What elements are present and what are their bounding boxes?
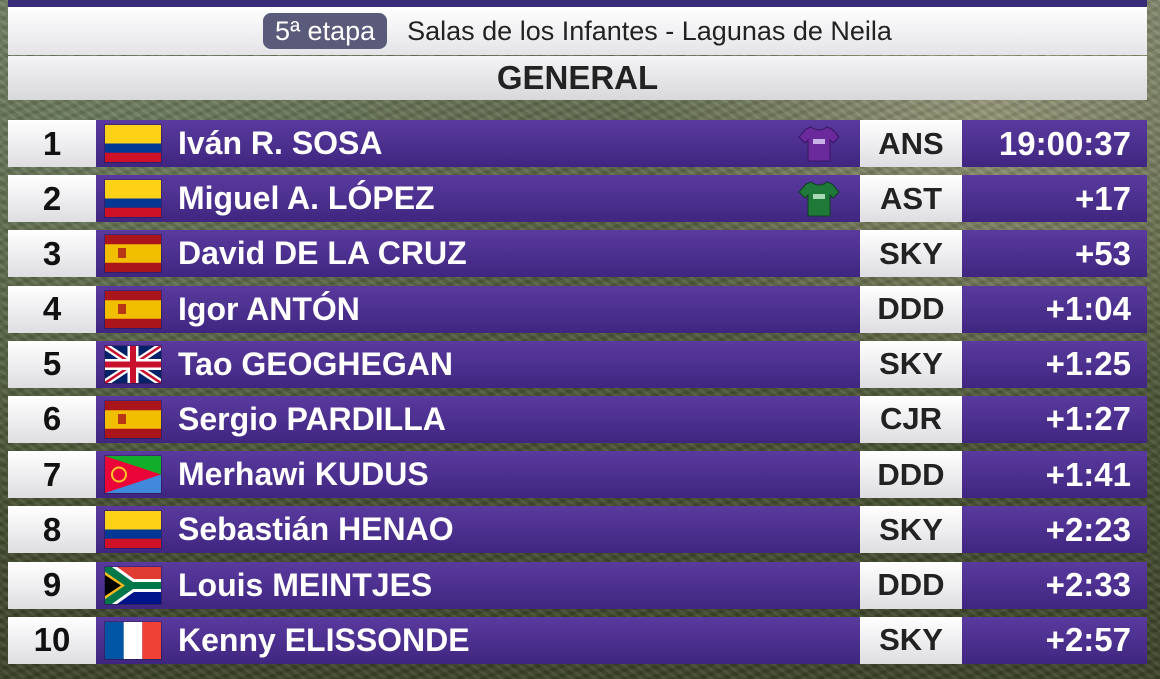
position: 8 xyxy=(8,506,96,554)
rider-bar: Kenny ELISSONDE xyxy=(96,616,860,664)
position: 10 xyxy=(8,616,96,664)
south-africa-flag xyxy=(105,566,161,604)
classification-title: GENERAL xyxy=(8,56,1147,100)
team-code: SKY xyxy=(860,616,962,664)
team-code: DDD xyxy=(860,285,962,333)
rider-time: +1:25 xyxy=(962,340,1147,388)
purple-jersey-icon xyxy=(798,125,840,163)
rider-time: +1:04 xyxy=(962,285,1147,333)
rider-name: Tao GEOGHEGAN xyxy=(178,345,453,382)
position: 9 xyxy=(8,561,96,609)
rider-time: +2:57 xyxy=(962,616,1147,664)
standings-table: 1 Iván R. SOSA ANS 19:00:37 2 Miguel A. … xyxy=(8,120,1147,672)
team-code: SKY xyxy=(860,506,962,554)
standings-row: 3 David DE LA CRUZ SKY +53 xyxy=(8,230,1147,278)
rider-time: +2:33 xyxy=(962,561,1147,609)
rider-bar: Miguel A. LÓPEZ xyxy=(96,175,860,223)
standings-row: 1 Iván R. SOSA ANS 19:00:37 xyxy=(8,120,1147,167)
rider-time: +2:23 xyxy=(962,506,1147,554)
green-jersey-icon xyxy=(798,180,840,218)
rider-bar: Igor ANTÓN xyxy=(96,285,860,333)
rider-bar: David DE LA CRUZ xyxy=(96,230,860,278)
spain-flag xyxy=(105,290,161,328)
position: 5 xyxy=(8,340,96,388)
eritrea-flag xyxy=(105,456,161,494)
position: 6 xyxy=(8,395,96,443)
rider-name: Iván R. SOSA xyxy=(178,125,383,161)
rider-time: +17 xyxy=(962,175,1147,223)
rider-time: 19:00:37 xyxy=(962,120,1147,167)
standings-row: 4 Igor ANTÓN DDD +1:04 xyxy=(8,285,1147,333)
position: 3 xyxy=(8,230,96,278)
position: 4 xyxy=(8,285,96,333)
france-flag xyxy=(105,621,161,659)
colombia-flag xyxy=(105,125,161,162)
top-strip xyxy=(8,0,1147,7)
team-code: DDD xyxy=(860,451,962,499)
standings-row: 6 Sergio PARDILLA CJR +1:27 xyxy=(8,395,1147,443)
position: 1 xyxy=(8,120,96,167)
team-code: SKY xyxy=(860,340,962,388)
spain-flag xyxy=(105,235,161,273)
team-code: SKY xyxy=(860,230,962,278)
colombia-flag xyxy=(105,511,161,549)
rider-name: Merhawi KUDUS xyxy=(178,456,429,493)
rider-name: Kenny ELISSONDE xyxy=(178,621,470,658)
colombia-flag xyxy=(105,180,161,218)
stage-route: Salas de los Infantes - Lagunas de Neila xyxy=(407,15,892,46)
position: 2 xyxy=(8,175,96,223)
standings-row: 9 Louis MEINTJES DDD +2:33 xyxy=(8,561,1147,609)
rider-time: +53 xyxy=(962,230,1147,278)
standings-row: 2 Miguel A. LÓPEZ AST +17 xyxy=(8,175,1147,223)
standings-row: 8 Sebastián HENAO SKY +2:23 xyxy=(8,506,1147,554)
rider-name: Louis MEINTJES xyxy=(178,566,433,603)
team-code: ANS xyxy=(860,120,962,167)
team-code: AST xyxy=(860,175,962,223)
team-code: DDD xyxy=(860,561,962,609)
rider-name: Sergio PARDILLA xyxy=(178,400,446,437)
standings-row: 7 Merhawi KUDUS DDD +1:41 xyxy=(8,451,1147,499)
rider-bar: Sebastián HENAO xyxy=(96,506,860,554)
position: 7 xyxy=(8,451,96,499)
stage-badge: 5ª etapa xyxy=(263,13,388,49)
rider-name: Miguel A. LÓPEZ xyxy=(178,180,435,217)
rider-bar: Sergio PARDILLA xyxy=(96,395,860,443)
standings-row: 5 Tao GEOGHEGAN SKY +1:25 xyxy=(8,340,1147,388)
rider-bar: Iván R. SOSA xyxy=(96,120,860,167)
rider-bar: Louis MEINTJES xyxy=(96,561,860,609)
stage-header: 5ª etapa Salas de los Infantes - Lagunas… xyxy=(8,7,1147,55)
rider-name: Igor ANTÓN xyxy=(178,290,360,327)
rider-name: Sebastián HENAO xyxy=(178,511,454,548)
rider-name: David DE LA CRUZ xyxy=(178,235,467,272)
rider-bar: Tao GEOGHEGAN xyxy=(96,340,860,388)
rider-time: +1:41 xyxy=(962,451,1147,499)
rider-bar: Merhawi KUDUS xyxy=(96,451,860,499)
team-code: CJR xyxy=(860,395,962,443)
standings-row: 10 Kenny ELISSONDE SKY +2:57 xyxy=(8,616,1147,664)
united-kingdom-flag xyxy=(105,345,161,383)
rider-time: +1:27 xyxy=(962,395,1147,443)
spain-flag xyxy=(105,400,161,438)
